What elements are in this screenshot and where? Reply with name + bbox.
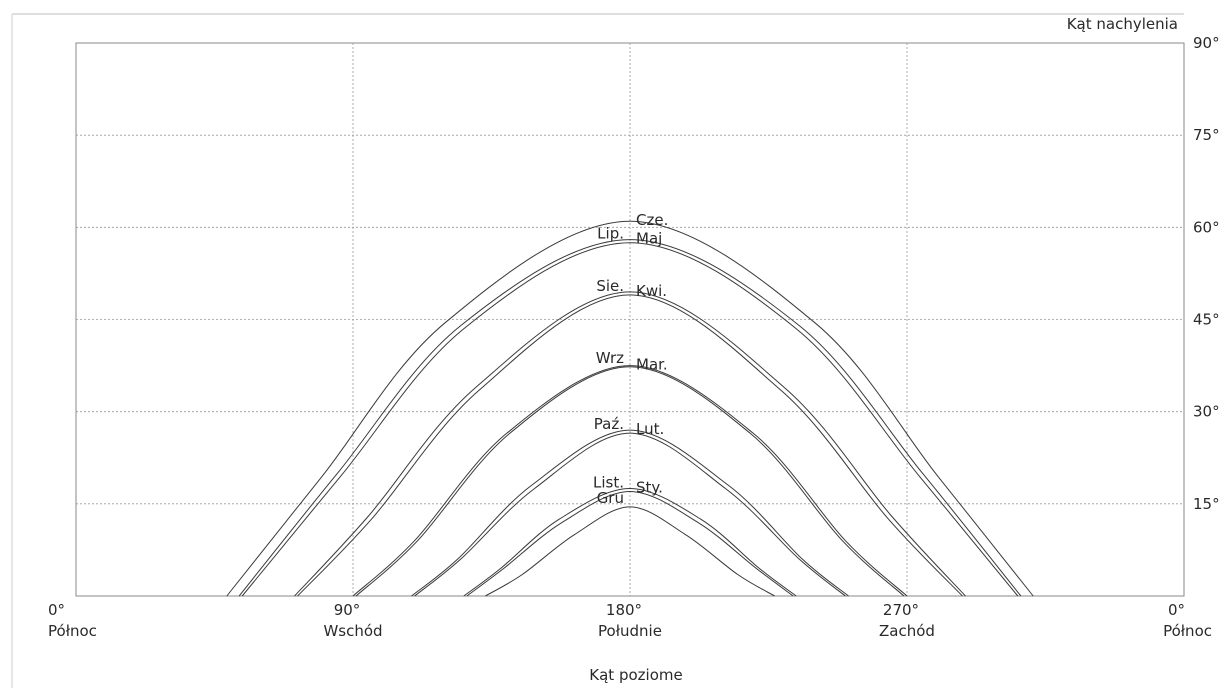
month-label: Sie. (596, 277, 624, 295)
month-label: Maj (636, 230, 662, 248)
month-label: Wrz (596, 349, 624, 367)
x-tick-sublabel: Północ (48, 622, 97, 640)
y-tick-label: 45° (1193, 311, 1220, 329)
x-tick-label: 270° (883, 601, 919, 619)
y-tick-label: 90° (1193, 34, 1220, 52)
x-tick-label: 180° (606, 601, 642, 619)
month-label: Mar. (636, 356, 668, 374)
series-lines (226, 220, 1034, 597)
series-line (238, 239, 1022, 597)
y-tick-label: 75° (1193, 126, 1220, 144)
x-tick-label: 0° (48, 601, 65, 619)
x-tick-sublabel: Zachód (879, 622, 935, 640)
x-tick-sublabel: Południe (598, 622, 662, 640)
series-line (411, 429, 849, 597)
x-tick-sublabel: Wschód (323, 622, 382, 640)
x-tick-label: 90° (334, 601, 361, 619)
month-labels: Cze.Maj Lip. Kwi. Sie. Mar. Wrz Lut. Paź. Sty. Li… (593, 211, 668, 507)
month-label: Lut. (636, 420, 664, 438)
month-label: Sty. (636, 478, 663, 496)
series-line (352, 365, 908, 597)
series-line (226, 220, 1034, 597)
axis-ticks: 15° 30° 45° 60° 75° 90° 0° Północ 90° Wschód 180° P… (48, 34, 1220, 640)
series-line (297, 294, 963, 597)
y-tick-label: 60° (1193, 218, 1220, 236)
month-label: Lip. (597, 225, 624, 243)
series-line (485, 506, 775, 597)
series-line (294, 291, 966, 597)
y-tick-label: 15° (1193, 495, 1220, 513)
month-label: Gru (597, 489, 624, 507)
month-label: Cze. (636, 211, 668, 229)
series-line (466, 491, 794, 597)
y-axis-title: Kąt nachylenia (1067, 15, 1178, 33)
y-tick-label: 30° (1193, 403, 1220, 421)
series-line (414, 432, 846, 597)
grid (11, 13, 1185, 688)
series-line (241, 242, 1019, 597)
x-tick-sublabel: Północ (1163, 622, 1212, 640)
series-line (463, 487, 797, 597)
x-axis-title: Kąt poziome (589, 666, 682, 684)
month-label: Kwi. (636, 282, 667, 300)
month-label: List. (593, 474, 624, 492)
month-label: Paź. (594, 415, 624, 433)
series-line (355, 366, 905, 597)
x-tick-label: 0° (1168, 601, 1185, 619)
